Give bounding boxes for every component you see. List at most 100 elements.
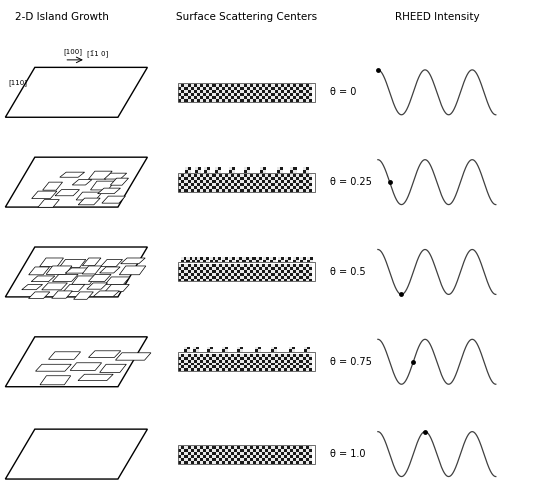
Bar	[193, 346, 196, 349]
Bar	[200, 183, 203, 186]
Bar	[293, 365, 296, 368]
Bar	[181, 264, 184, 267]
Bar	[259, 99, 262, 102]
Bar	[274, 183, 278, 186]
Bar	[287, 84, 290, 87]
Polygon shape	[91, 181, 115, 190]
Bar	[188, 368, 191, 371]
Bar	[219, 99, 222, 102]
Bar	[309, 183, 312, 186]
Bar	[256, 273, 259, 275]
Bar	[219, 183, 222, 186]
Bar	[228, 273, 231, 275]
Bar	[184, 452, 188, 455]
Bar	[197, 270, 200, 273]
Bar	[269, 186, 272, 189]
Bar	[281, 458, 284, 461]
Bar	[212, 354, 215, 357]
Bar	[222, 267, 225, 270]
Bar	[206, 458, 209, 461]
Bar	[274, 458, 278, 461]
Bar	[309, 174, 312, 177]
Bar	[184, 189, 188, 192]
Bar	[302, 87, 306, 90]
Bar	[231, 180, 234, 183]
Bar	[262, 96, 265, 99]
Bar	[293, 180, 296, 183]
Bar	[293, 270, 296, 273]
Bar	[243, 452, 247, 455]
Bar	[304, 349, 307, 352]
Bar	[200, 449, 203, 452]
Bar	[262, 360, 265, 363]
Bar	[287, 357, 290, 360]
Bar	[197, 275, 200, 278]
Bar	[188, 278, 191, 281]
Bar	[262, 180, 265, 183]
Bar	[237, 183, 240, 186]
Bar	[274, 84, 278, 87]
Bar	[206, 256, 209, 259]
Bar	[181, 177, 184, 180]
Bar	[271, 458, 274, 461]
Bar	[181, 278, 184, 281]
Bar	[287, 90, 290, 93]
Bar	[309, 267, 312, 270]
Bar	[287, 363, 290, 365]
Polygon shape	[121, 258, 145, 264]
Bar	[265, 446, 269, 449]
Bar	[203, 446, 206, 449]
Bar	[194, 174, 197, 177]
Bar	[245, 256, 249, 259]
Bar	[184, 183, 188, 186]
Bar	[278, 96, 281, 99]
Bar	[225, 183, 228, 186]
Bar	[281, 99, 284, 102]
Bar	[196, 346, 199, 349]
Bar	[237, 174, 240, 177]
Bar	[293, 264, 296, 267]
Bar	[225, 87, 228, 90]
Bar	[178, 189, 181, 192]
Bar	[269, 267, 272, 270]
Bar	[296, 455, 300, 458]
Polygon shape	[5, 67, 147, 117]
Bar	[284, 96, 287, 99]
Bar	[256, 84, 259, 87]
Bar	[184, 259, 187, 262]
Text: 2-D Island Growth: 2-D Island Growth	[14, 12, 109, 22]
Bar	[212, 449, 215, 452]
Bar	[310, 256, 313, 259]
Bar	[234, 183, 237, 186]
Bar	[237, 270, 240, 273]
Polygon shape	[83, 258, 101, 266]
Bar	[206, 363, 209, 365]
Bar	[215, 446, 219, 449]
Bar	[293, 360, 296, 363]
Bar	[287, 87, 290, 90]
Bar	[271, 177, 274, 180]
Bar	[281, 87, 284, 90]
Bar	[203, 275, 206, 278]
Bar	[293, 275, 296, 278]
Bar	[296, 183, 300, 186]
Bar	[240, 90, 243, 93]
Bar	[262, 270, 265, 273]
Bar	[240, 183, 243, 186]
Bar	[262, 87, 265, 90]
Bar	[181, 354, 184, 357]
Bar	[240, 368, 243, 371]
Bar	[273, 256, 276, 259]
Bar	[215, 449, 219, 452]
Bar	[215, 256, 218, 259]
Bar	[225, 270, 228, 273]
Bar	[253, 99, 256, 102]
Bar	[197, 446, 200, 449]
Bar	[228, 275, 231, 278]
Bar	[293, 446, 296, 449]
Bar	[259, 177, 262, 180]
Bar	[234, 186, 237, 189]
Bar	[237, 452, 240, 455]
Bar	[225, 259, 228, 262]
Bar	[206, 93, 209, 96]
